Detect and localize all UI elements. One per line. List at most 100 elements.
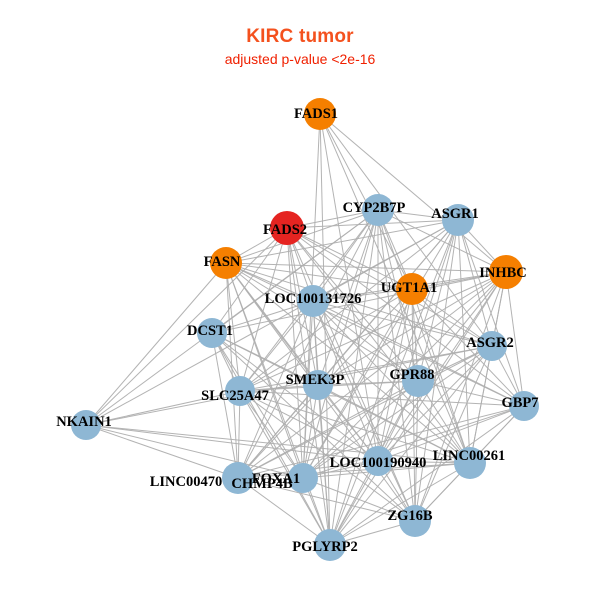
- graph-node[interactable]: [304, 98, 336, 130]
- graph-edge: [85, 345, 493, 426]
- graph-edge: [225, 262, 241, 392]
- graph-edge: [329, 345, 493, 546]
- graph-edge: [319, 113, 507, 273]
- graph-edge: [225, 262, 525, 407]
- graph-edge: [225, 262, 239, 479]
- graph-edge: [239, 390, 471, 464]
- graph-edge: [211, 227, 288, 334]
- graph-edge: [239, 390, 331, 546]
- graph-edge: [377, 209, 507, 273]
- graph-edge: [237, 384, 319, 479]
- graph-node[interactable]: [396, 273, 428, 305]
- graph-node[interactable]: [489, 255, 523, 289]
- graph-edge: [312, 209, 379, 302]
- graph-edge: [377, 345, 493, 462]
- graph-node[interactable]: [222, 462, 254, 494]
- graph-edge: [302, 380, 419, 479]
- graph-node[interactable]: [297, 285, 329, 317]
- graph-edge: [329, 209, 379, 546]
- graph-edge: [312, 300, 493, 347]
- graph-edge: [414, 380, 419, 522]
- graph-edge: [239, 227, 288, 392]
- graph-edge: [414, 271, 507, 522]
- graph-edge: [237, 462, 471, 479]
- graph-edge: [239, 390, 525, 407]
- graph-edge: [377, 288, 413, 462]
- graph-edge: [85, 424, 304, 479]
- graph-edge: [377, 219, 459, 462]
- graph-node[interactable]: [362, 194, 394, 226]
- graph-edge: [85, 424, 471, 464]
- graph-edge: [85, 227, 288, 426]
- graph-edge: [414, 345, 493, 522]
- graph-edge: [237, 345, 493, 479]
- graph-edge: [211, 332, 239, 479]
- graph-edge: [237, 209, 379, 479]
- graph-edge: [237, 405, 525, 479]
- graph-node[interactable]: [71, 410, 101, 440]
- graph-edge: [417, 380, 471, 464]
- graph-edge: [505, 271, 525, 407]
- graph-edge: [377, 405, 525, 462]
- graph-node[interactable]: [477, 331, 507, 361]
- graph-node[interactable]: [509, 391, 539, 421]
- nodes-group: [71, 98, 539, 561]
- graph-edge: [317, 271, 507, 386]
- graph-edge: [85, 262, 227, 426]
- graph-edge: [302, 209, 379, 479]
- graph-edge: [286, 227, 413, 290]
- graph-edge: [286, 227, 419, 382]
- graph-edge: [302, 384, 319, 479]
- graph-edge: [312, 300, 525, 407]
- graph-edge: [211, 332, 304, 479]
- graph-edge: [302, 219, 459, 479]
- graph-edge: [377, 209, 471, 464]
- graph-node[interactable]: [402, 365, 434, 397]
- graph-edge: [211, 332, 379, 462]
- graph-node[interactable]: [197, 318, 227, 348]
- graph-edge: [225, 262, 507, 273]
- graph-node[interactable]: [442, 204, 474, 236]
- graph-edge: [317, 384, 379, 462]
- graph-edge: [225, 262, 493, 347]
- graph-node[interactable]: [399, 505, 431, 537]
- graph-edge: [239, 345, 493, 392]
- graph-edge: [411, 288, 525, 407]
- graph-edge: [85, 424, 379, 462]
- graph-edge: [286, 227, 416, 522]
- graph-edge: [237, 271, 507, 479]
- graph-node[interactable]: [314, 529, 346, 561]
- graph-node[interactable]: [454, 447, 486, 479]
- graph-edge: [317, 384, 471, 464]
- graph-edge: [239, 288, 413, 392]
- graph-edge: [312, 300, 379, 462]
- graph-edge: [312, 300, 416, 522]
- graph-edge: [329, 405, 525, 546]
- graph-edge: [329, 460, 379, 546]
- graph-edge: [239, 390, 416, 522]
- graph-node[interactable]: [288, 463, 318, 493]
- graph-node[interactable]: [363, 446, 393, 476]
- graph-edge: [85, 390, 241, 426]
- graph-edge: [237, 477, 416, 522]
- graph-edge: [225, 219, 459, 264]
- graph-node[interactable]: [210, 247, 242, 279]
- graph-edge: [211, 332, 416, 522]
- graph-edge: [286, 227, 493, 347]
- graph-edge: [417, 380, 525, 407]
- graph-node[interactable]: [270, 211, 304, 245]
- graph-edge: [411, 288, 471, 464]
- graph-edge: [225, 209, 379, 264]
- graph-edge: [211, 271, 507, 334]
- graph-node[interactable]: [225, 376, 255, 406]
- graph-edge: [319, 113, 379, 462]
- graph-edge: [417, 271, 507, 382]
- graph-edge: [225, 262, 331, 546]
- graph-edge: [239, 390, 304, 479]
- graph-edge: [411, 288, 493, 347]
- graph-node[interactable]: [303, 370, 333, 400]
- graph-edge: [237, 477, 331, 546]
- graph-edge: [377, 271, 507, 462]
